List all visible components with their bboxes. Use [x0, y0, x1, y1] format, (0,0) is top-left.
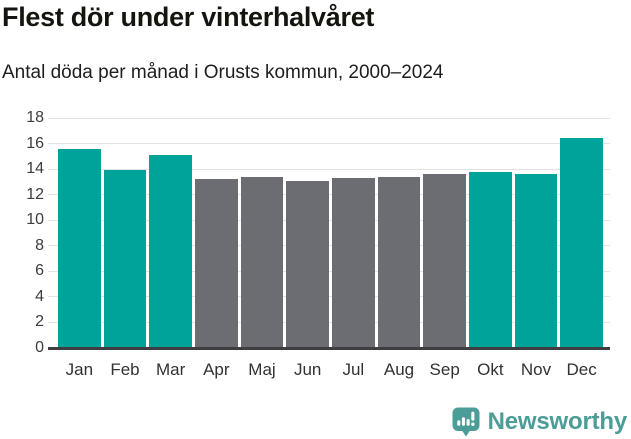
bar-nov [514, 174, 558, 348]
bar-jun [286, 180, 329, 348]
bar-jan [58, 148, 101, 348]
bar-okt [469, 171, 512, 348]
bar-aug [377, 176, 421, 348]
y-tick-label-18: 18 [26, 109, 44, 126]
bar-sep [423, 174, 466, 348]
gridline-y-18 [48, 117, 610, 119]
bar-mar [149, 155, 192, 348]
x-tick-label-dec: Dec [566, 360, 597, 379]
x-tick-label-feb: Feb [110, 360, 140, 379]
gridline-y-6 [48, 270, 610, 272]
bar-feb [103, 170, 147, 348]
bar-apr [195, 179, 238, 348]
x-tick-label-jan: Jan [65, 360, 94, 379]
chart-subtitle: Antal döda per månad i Orusts kommun, 20… [2, 62, 444, 83]
x-tick-label-jul: Jul [342, 360, 365, 379]
x-tick-label-sep: Sep [429, 360, 460, 379]
y-tick-label-8: 8 [35, 236, 44, 254]
x-tick-label-maj: Maj [248, 360, 276, 379]
gridline-y-12 [48, 194, 610, 196]
x-axis: Jan Feb Mar Apr Maj Jun Jul Aug Sep Okt Nov Dec [48, 359, 610, 383]
x-tick-label-jun: Jun [293, 360, 322, 379]
y-tick-label-0: 0 [35, 339, 44, 356]
plot-area [48, 117, 610, 348]
y-tick-label-16: 16 [26, 134, 44, 152]
y-tick-label-12: 12 [26, 185, 44, 203]
x-tick-label-aug: Aug [383, 360, 415, 379]
gridline-y-8 [48, 245, 610, 247]
bar-maj [240, 176, 284, 348]
chart-title: Flest dör under vinterhalvåret [2, 2, 375, 32]
x-tick-label-apr: Apr [203, 360, 230, 379]
gridline-y-2 [48, 321, 610, 323]
gridline-y-4 [48, 296, 610, 298]
y-axis: 0 2 4 6 8 10 12 14 16 18 [0, 109, 44, 356]
x-tick-label-nov: Nov [520, 360, 552, 379]
newsworthy-logo-text: Newsworthy [487, 408, 628, 435]
y-tick-label-4: 4 [35, 287, 44, 305]
x-axis-line [48, 347, 610, 350]
gridline-y-16 [48, 143, 610, 145]
y-tick-label-14: 14 [26, 160, 44, 178]
speech-bubble-bar-chart-icon [452, 407, 480, 437]
newsworthy-logo: Newsworthy [452, 407, 627, 437]
gridline-y-14 [48, 168, 610, 170]
x-tick-label-okt: Okt [477, 360, 504, 379]
bar-dec [560, 138, 603, 348]
y-tick-label-2: 2 [35, 313, 44, 331]
gridline-y-10 [48, 219, 610, 221]
y-tick-label-6: 6 [35, 262, 44, 280]
x-tick-label-mar: Mar [156, 360, 186, 379]
bar-jul [332, 178, 375, 348]
y-tick-label-10: 10 [26, 211, 44, 229]
